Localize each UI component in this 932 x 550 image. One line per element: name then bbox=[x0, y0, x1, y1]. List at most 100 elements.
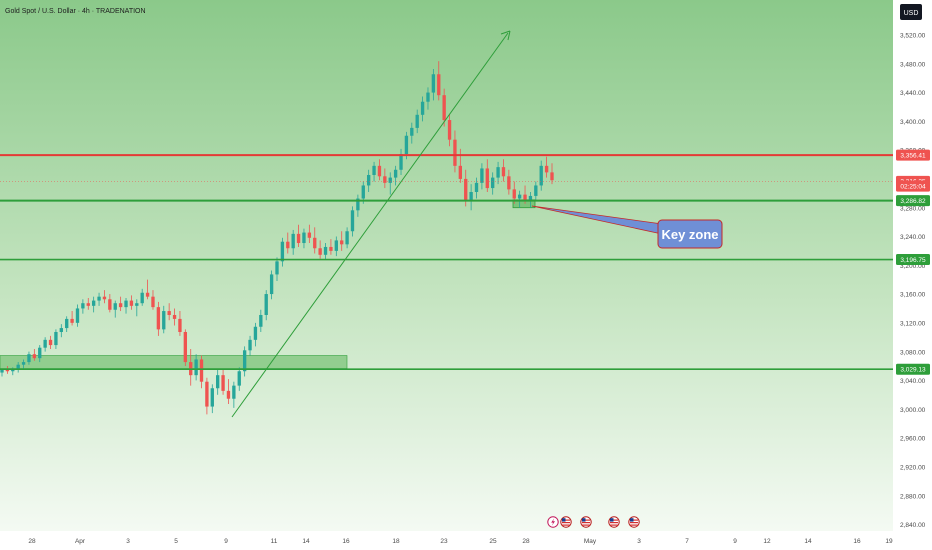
y-tick-label: 2,840.00 bbox=[900, 522, 926, 529]
candle-body bbox=[75, 308, 80, 323]
price-label-bg bbox=[896, 180, 930, 192]
candle-body bbox=[420, 101, 425, 115]
y-tick-label: 3,440.00 bbox=[900, 90, 926, 97]
candle-body bbox=[275, 261, 279, 275]
y-tick-label: 3,000.00 bbox=[900, 407, 926, 414]
candle-body bbox=[280, 241, 285, 262]
candle-body bbox=[534, 185, 538, 196]
trendline[interactable] bbox=[231, 30, 511, 418]
candle-body bbox=[102, 296, 107, 300]
callout-box[interactable] bbox=[657, 219, 723, 249]
candle-body bbox=[334, 240, 338, 251]
candle-body bbox=[264, 294, 268, 315]
candle-body bbox=[474, 182, 479, 192]
candle-body bbox=[118, 303, 123, 308]
us-flag-icon[interactable] bbox=[628, 516, 640, 528]
candle-body bbox=[361, 185, 365, 199]
candle-body bbox=[366, 174, 371, 186]
x-tick-label: 28 bbox=[522, 538, 530, 545]
lightning-icon[interactable] bbox=[547, 516, 559, 528]
candle-body bbox=[21, 362, 26, 365]
price-labels-layer: 3,356.413,316.2502:25:043,286.823,196.75… bbox=[896, 149, 930, 375]
candle-body bbox=[59, 328, 63, 332]
candle-body bbox=[507, 176, 511, 190]
candle-body bbox=[458, 165, 463, 179]
y-tick-label: 3,280.00 bbox=[900, 205, 926, 212]
x-tick-label: 7 bbox=[685, 538, 689, 545]
candle-body bbox=[162, 311, 166, 330]
candle-body bbox=[151, 296, 155, 308]
events-row[interactable] bbox=[547, 516, 640, 528]
y-tick-label: 2,960.00 bbox=[900, 436, 926, 443]
candle-body bbox=[16, 364, 20, 369]
callout-label: Key zone bbox=[661, 227, 718, 242]
candle-body bbox=[32, 354, 37, 359]
x-tick-label: 11 bbox=[271, 538, 278, 545]
candle-body bbox=[178, 318, 182, 332]
candle-body bbox=[415, 114, 419, 128]
currency-button[interactable]: USD bbox=[900, 4, 922, 20]
currency-button-label[interactable]: USD bbox=[904, 10, 919, 17]
candle-body bbox=[259, 314, 263, 327]
y-tick-label: 3,400.00 bbox=[900, 119, 926, 126]
us-flag-icon[interactable] bbox=[608, 516, 620, 528]
candle-body bbox=[388, 177, 392, 183]
candle-body bbox=[296, 233, 301, 244]
candle-body bbox=[377, 165, 382, 177]
candle-body bbox=[313, 237, 317, 249]
trendline-arrowhead bbox=[500, 30, 511, 41]
price-label-bg bbox=[896, 149, 930, 161]
candle-body bbox=[113, 303, 117, 310]
candle-body bbox=[393, 169, 398, 178]
candle-body bbox=[248, 339, 252, 351]
x-tick-label: 9 bbox=[224, 538, 228, 545]
currency-button-bg[interactable] bbox=[900, 4, 922, 20]
us-flag-icon[interactable] bbox=[580, 516, 592, 528]
y-tick-label: 3,200.00 bbox=[900, 263, 926, 270]
candle-body bbox=[140, 292, 144, 304]
candle-body bbox=[135, 303, 139, 306]
candle-body bbox=[269, 274, 274, 295]
candle-body bbox=[38, 347, 42, 359]
us-flag-icon[interactable] bbox=[560, 516, 572, 528]
candle-body bbox=[437, 74, 441, 96]
trendline-line[interactable] bbox=[231, 32, 509, 418]
x-tick-label: 12 bbox=[763, 538, 771, 545]
candle-body bbox=[216, 375, 220, 389]
candle-body bbox=[426, 92, 430, 102]
candle-body bbox=[5, 369, 10, 372]
x-tick-label: 25 bbox=[489, 538, 497, 545]
candle-body bbox=[523, 194, 527, 200]
time-axis-panel[interactable] bbox=[0, 531, 932, 550]
candle-body bbox=[410, 127, 414, 136]
candle-body bbox=[232, 385, 236, 399]
candle-body bbox=[183, 331, 188, 363]
y-tick-label: 3,080.00 bbox=[900, 349, 926, 356]
candle-body bbox=[453, 139, 457, 166]
candle-body bbox=[544, 165, 549, 173]
candle-body bbox=[167, 311, 171, 315]
candle-body bbox=[501, 167, 506, 177]
candle-body bbox=[221, 375, 225, 391]
candle-body bbox=[491, 177, 495, 189]
x-tick-label: 14 bbox=[302, 538, 310, 545]
candle-body bbox=[528, 195, 533, 200]
candle-body bbox=[350, 210, 355, 232]
y-tick-label: 2,880.00 bbox=[900, 493, 926, 500]
price-axis-panel[interactable] bbox=[893, 0, 932, 531]
y-tick-label: 3,120.00 bbox=[900, 321, 926, 328]
candle-body bbox=[442, 95, 446, 121]
candle-body bbox=[372, 165, 376, 175]
key-zone-annotation[interactable]: Key zone bbox=[531, 205, 723, 249]
x-tick-label: Apr bbox=[75, 538, 86, 545]
candle-body bbox=[302, 232, 306, 244]
candle-body bbox=[550, 172, 554, 181]
candle-body bbox=[496, 167, 500, 178]
price-label-bg bbox=[896, 254, 930, 266]
candle-body bbox=[65, 318, 69, 329]
candle-body bbox=[91, 300, 96, 306]
candle-body bbox=[329, 246, 333, 251]
candle-body bbox=[480, 168, 484, 183]
